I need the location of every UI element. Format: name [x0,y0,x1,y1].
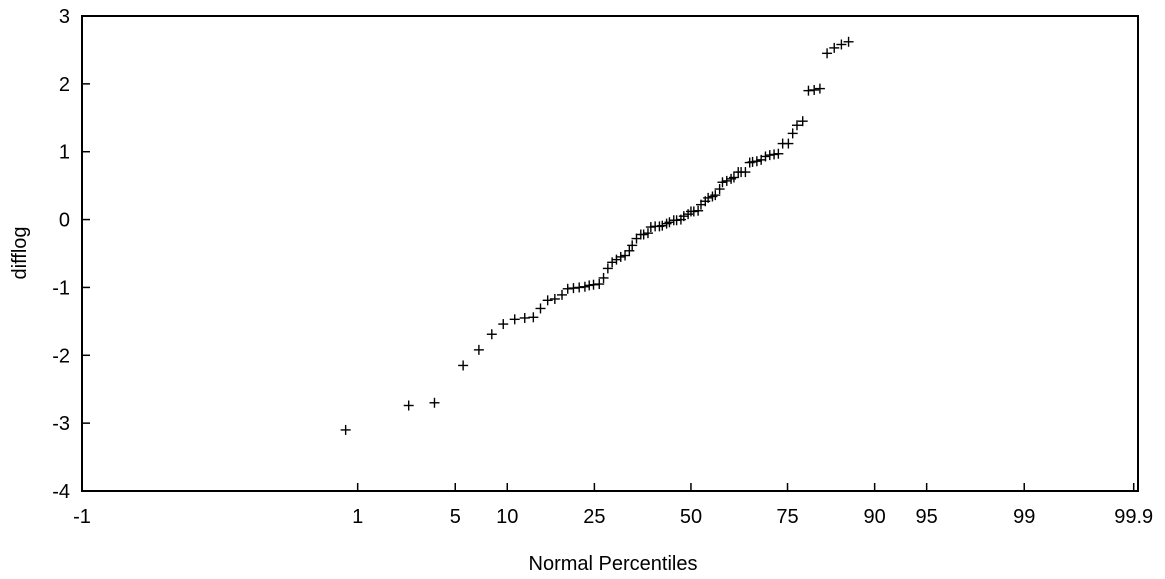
data-point [693,205,704,216]
x-tick-label: 90 [864,506,886,528]
x-tick-label: -1 [73,506,91,528]
data-point [751,156,762,167]
x-axis: -1 1 5 10 25 50 75 90 95 99 99.9 [73,483,1153,528]
data-point [717,177,728,188]
data-point [631,233,642,244]
data-point [509,314,520,325]
data-point [602,263,613,274]
data-point [814,83,825,94]
data-point [458,360,469,371]
data-point [535,303,546,314]
data-point [664,217,675,228]
x-tick-label: 5 [450,506,461,528]
y-axis-title: difflog [9,226,31,279]
x-tick-label: 99.9 [1114,506,1153,528]
y-tick-label: 2 [59,74,70,96]
data-point [797,116,808,127]
data-point [642,228,653,239]
data-point [657,220,668,231]
data-point [703,192,714,203]
data-point [787,128,798,139]
data-point [829,42,840,53]
data-point [624,245,635,256]
data-point [557,289,567,300]
data-point [822,48,833,59]
data-point [760,151,771,162]
data-point [836,39,847,50]
data-point [403,400,414,411]
x-tick-label: 10 [496,506,518,528]
data-point [607,257,618,268]
data-point [714,184,725,195]
data-point [519,312,530,323]
data-point [783,138,794,149]
y-tick-label: 3 [59,6,70,28]
x-tick-label: 95 [916,506,938,528]
data-point [615,251,626,262]
x-axis-title: Normal Percentiles [529,553,698,575]
plot-frame [81,15,1139,492]
data-point [473,344,484,355]
data-point [721,175,732,186]
data-point [598,272,609,283]
y-tick-label: 1 [59,142,70,164]
data-point [740,167,751,178]
data-point [486,329,497,340]
data-point [528,312,539,323]
x-tick-label: 99 [1013,506,1035,528]
data-point [340,424,351,435]
data-point [638,229,649,240]
data-point [678,211,689,222]
data-point [498,319,509,330]
y-tick-label: -2 [52,345,70,367]
y-tick-label: -4 [52,481,70,503]
data-point [429,397,440,408]
data-point [579,281,590,292]
data-point [611,254,622,265]
data-point [843,36,854,47]
data-point [594,279,605,290]
data-point [791,120,802,131]
data-point [773,148,784,159]
data-point [620,250,631,261]
x-tick-label: 50 [680,506,702,528]
y-tick-label: 0 [59,210,70,232]
y-axis: 3 2 1 0 -1 -2 -3 -4 [52,6,90,503]
y-tick-label: -3 [52,413,70,435]
data-point [627,240,638,251]
y-tick-label: -1 [52,277,70,299]
data-point [542,295,553,306]
data-point [728,172,739,183]
data-point [809,84,820,95]
data-points [340,36,854,435]
data-point [710,190,721,201]
x-tick-label: 25 [583,506,605,528]
x-tick-label: 1 [352,506,363,528]
x-tick-label: 75 [776,506,798,528]
data-point [549,293,560,304]
